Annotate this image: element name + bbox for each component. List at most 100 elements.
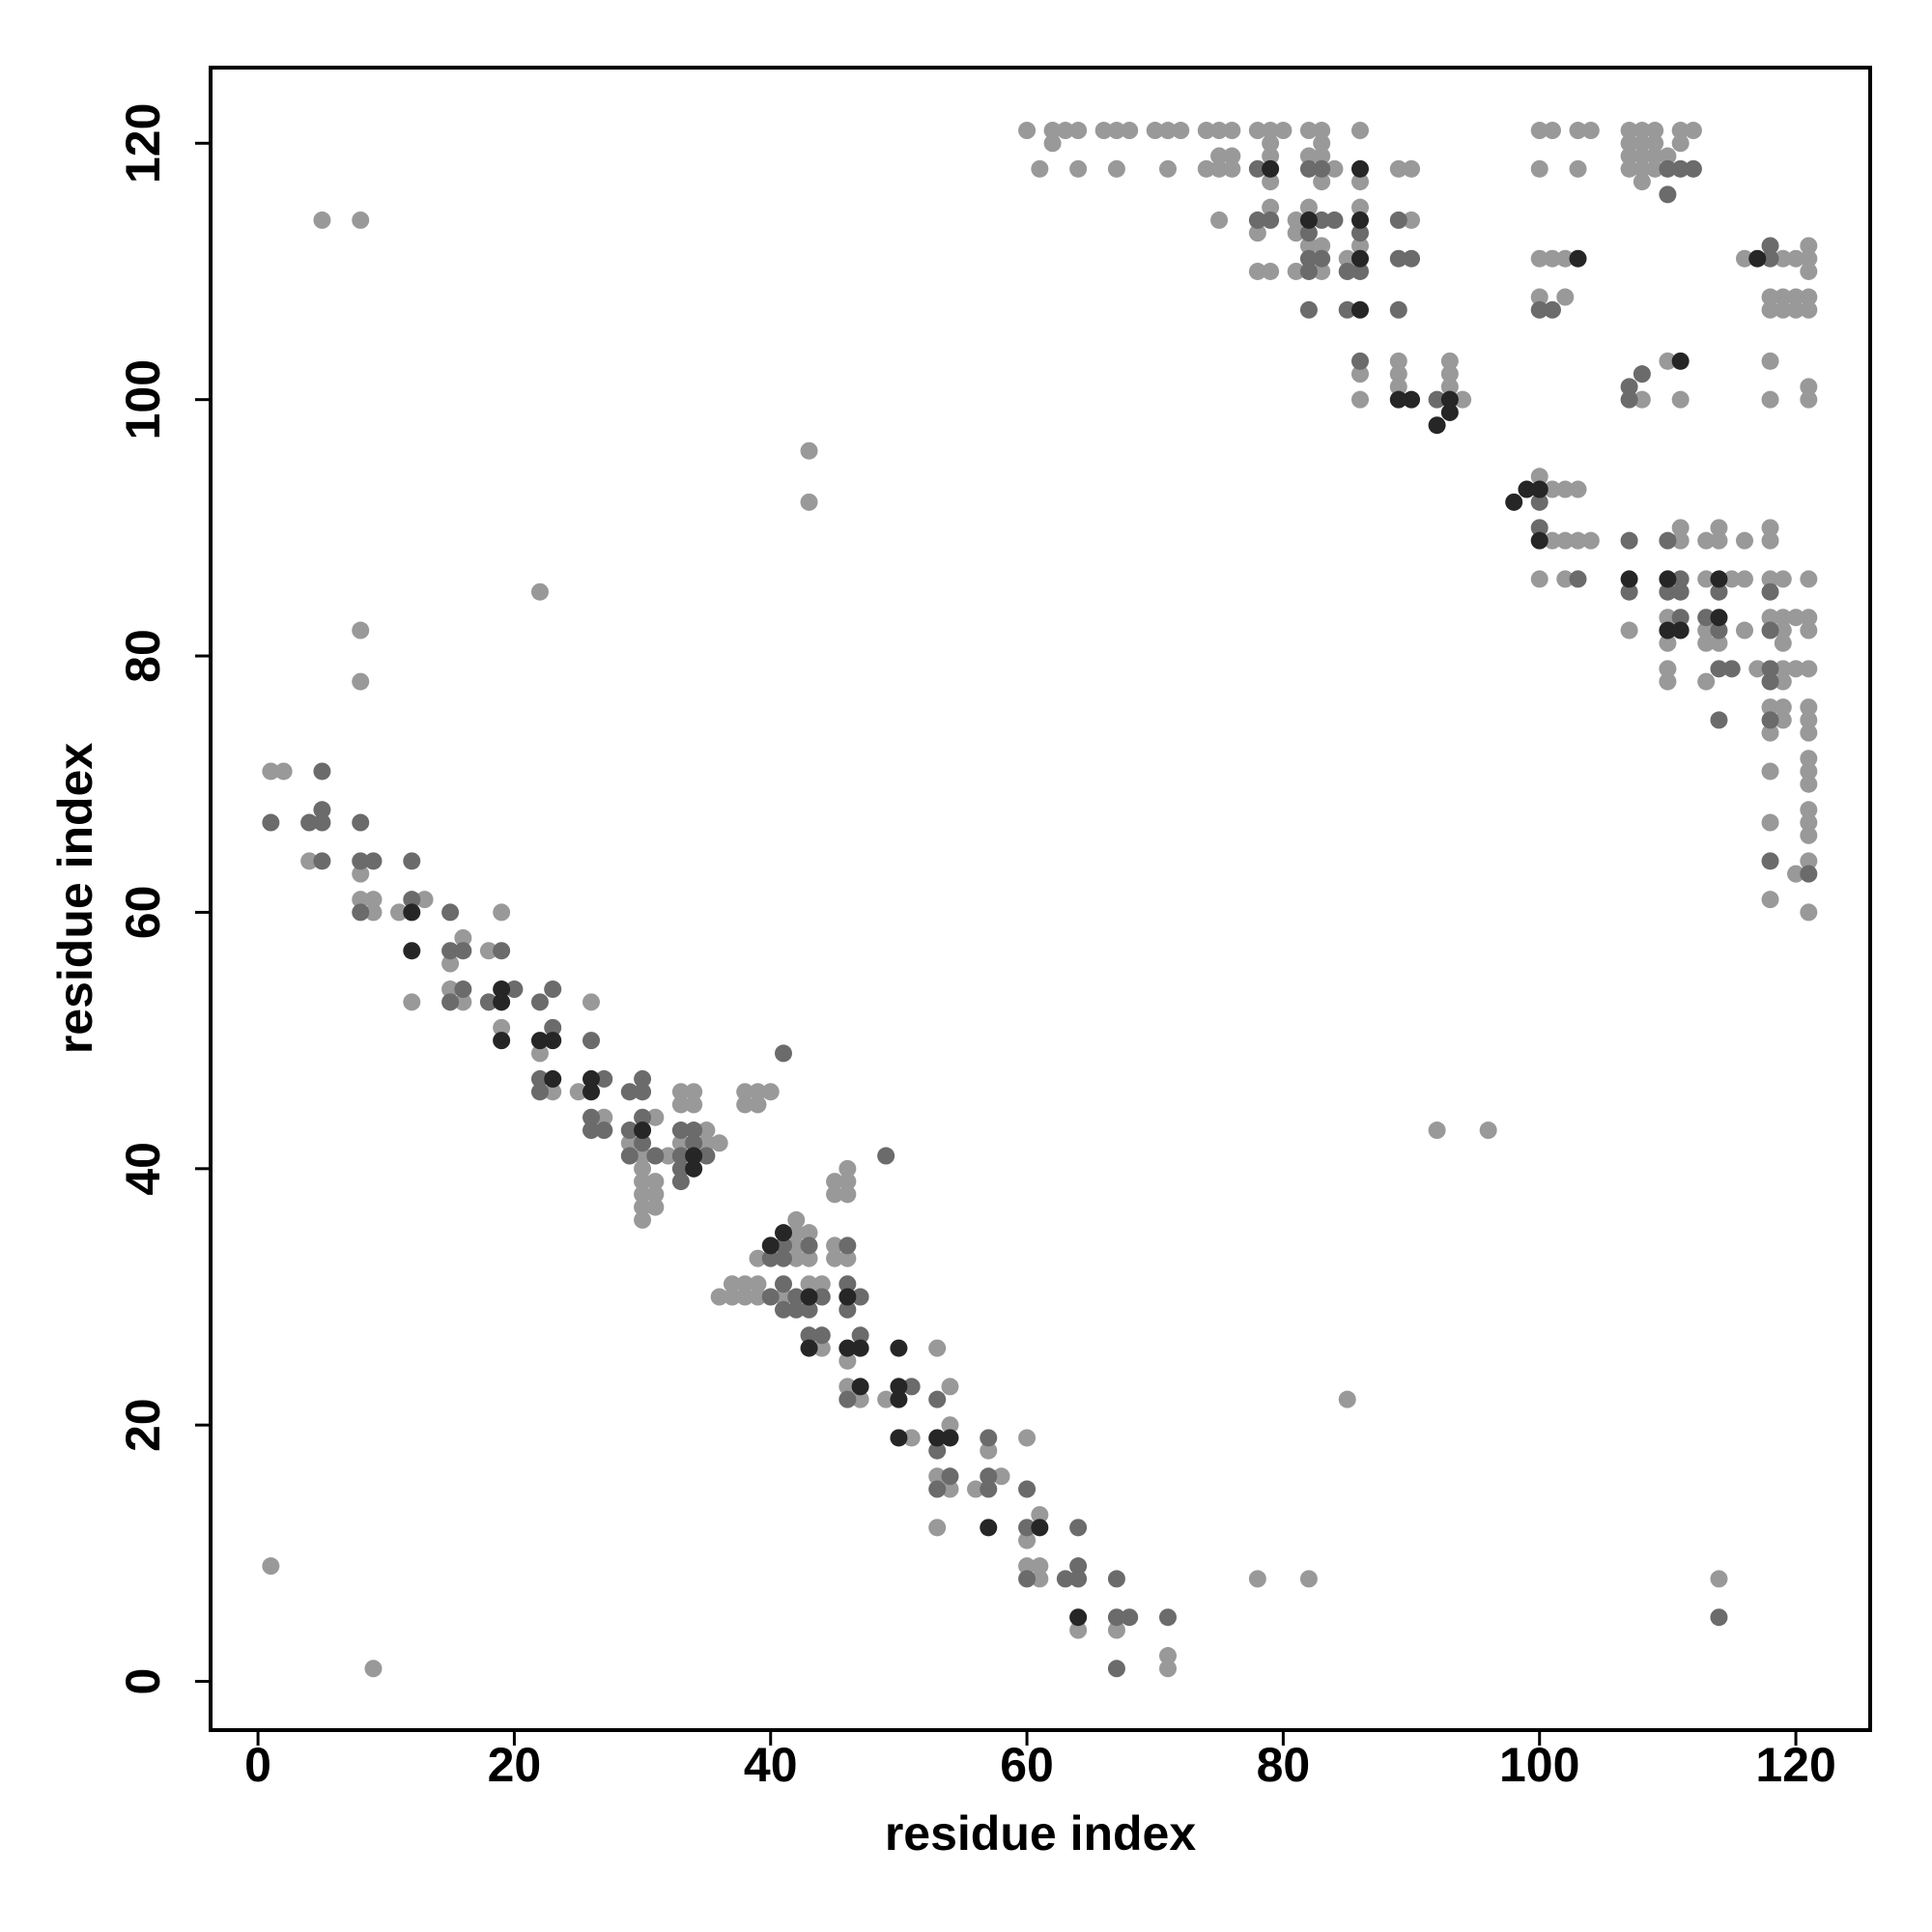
contact-point	[812, 1326, 831, 1345]
contact-point	[1761, 762, 1779, 781]
contact-point	[1748, 660, 1767, 678]
contact-point	[1069, 1570, 1088, 1588]
contact-point	[1800, 660, 1818, 678]
contact-point	[1671, 531, 1690, 550]
contact-point	[697, 1134, 716, 1152]
contact-point	[1710, 711, 1728, 729]
contact-point	[1761, 609, 1779, 627]
contact-point	[671, 1122, 690, 1140]
contact-point	[1210, 211, 1229, 229]
contact-point	[1069, 1608, 1088, 1627]
contact-point	[1556, 249, 1575, 268]
contact-point	[838, 1378, 857, 1396]
contact-point	[1671, 134, 1690, 153]
contact-point	[1428, 1122, 1446, 1140]
contact-point	[1262, 134, 1280, 153]
contact-point	[1748, 249, 1767, 268]
contact-point	[685, 1134, 703, 1152]
contact-point	[1313, 122, 1331, 140]
contact-point	[800, 441, 818, 460]
contact-point	[634, 1198, 652, 1216]
contact-point	[659, 1147, 677, 1165]
contact-point	[544, 1032, 562, 1050]
contact-point	[352, 211, 370, 229]
contact-point	[634, 1122, 652, 1140]
contact-point	[851, 1326, 869, 1345]
contact-point	[364, 852, 383, 870]
contact-point	[620, 1122, 639, 1140]
contact-point	[530, 1069, 549, 1088]
contact-point	[1403, 211, 1421, 229]
contact-point	[1787, 865, 1805, 883]
contact-point	[493, 1018, 511, 1037]
contact-point	[1121, 1608, 1139, 1627]
contact-point	[1556, 531, 1575, 550]
contact-point	[1210, 147, 1229, 165]
contact-point	[1774, 660, 1792, 678]
contact-point	[1350, 365, 1369, 384]
contact-point	[685, 1159, 703, 1178]
contact-point	[646, 1198, 665, 1216]
contact-point	[761, 1288, 780, 1306]
contact-point	[736, 1288, 754, 1306]
contact-point	[838, 1173, 857, 1191]
contact-point	[1262, 198, 1280, 216]
contact-point	[671, 1083, 690, 1101]
contact-point	[313, 813, 331, 832]
contact-point	[441, 993, 460, 1011]
contact-point	[749, 1083, 767, 1101]
contact-point	[530, 1044, 549, 1063]
contact-point	[1556, 480, 1575, 498]
contact-point	[1262, 122, 1280, 140]
contact-point	[479, 942, 497, 960]
contact-point	[1107, 1608, 1125, 1627]
contact-point	[890, 1390, 908, 1408]
contact-point	[928, 1441, 947, 1460]
contact-point	[1633, 134, 1651, 153]
x-tick-label: 80	[1257, 1738, 1311, 1792]
contact-point	[1620, 147, 1638, 165]
contact-point	[582, 993, 601, 1011]
contact-point	[1659, 634, 1677, 652]
contact-point	[826, 1185, 844, 1204]
y-tick-label: 20	[116, 1398, 170, 1452]
contact-point	[1671, 159, 1690, 178]
contact-point	[1620, 570, 1638, 588]
contact-point	[620, 1147, 639, 1165]
contact-point	[1569, 159, 1587, 178]
contact-point	[980, 1480, 998, 1498]
contact-point	[1338, 262, 1356, 280]
contact-point	[1787, 609, 1805, 627]
contact-point	[775, 1288, 793, 1306]
contact-point	[441, 980, 460, 999]
contact-point	[1800, 390, 1818, 409]
contact-point	[1761, 813, 1779, 832]
contact-point	[1530, 288, 1548, 306]
contact-point	[1581, 122, 1600, 140]
contact-point	[493, 993, 511, 1011]
contact-point	[403, 903, 421, 922]
contact-point	[1722, 660, 1741, 678]
contact-point	[1018, 1480, 1037, 1498]
contact-point	[1659, 147, 1677, 165]
contact-point	[1761, 531, 1779, 550]
contact-point	[1031, 1557, 1049, 1576]
contact-point	[671, 1173, 690, 1191]
contact-point	[1633, 365, 1651, 384]
contact-point	[838, 1390, 857, 1408]
contact-point	[1787, 288, 1805, 306]
contact-point	[1440, 403, 1459, 421]
contact-point	[1646, 122, 1664, 140]
x-tick-label: 0	[244, 1738, 271, 1792]
contact-point	[1299, 198, 1318, 216]
contact-point	[1338, 249, 1356, 268]
points-layer	[262, 122, 1818, 1678]
contact-point	[941, 1429, 959, 1447]
contact-point	[1350, 262, 1369, 280]
x-tick-label: 100	[1499, 1738, 1579, 1792]
contact-point	[1159, 122, 1178, 140]
contact-point	[1440, 390, 1459, 409]
contact-point	[1262, 173, 1280, 191]
contact-point	[441, 942, 460, 960]
contact-point	[826, 1173, 844, 1191]
